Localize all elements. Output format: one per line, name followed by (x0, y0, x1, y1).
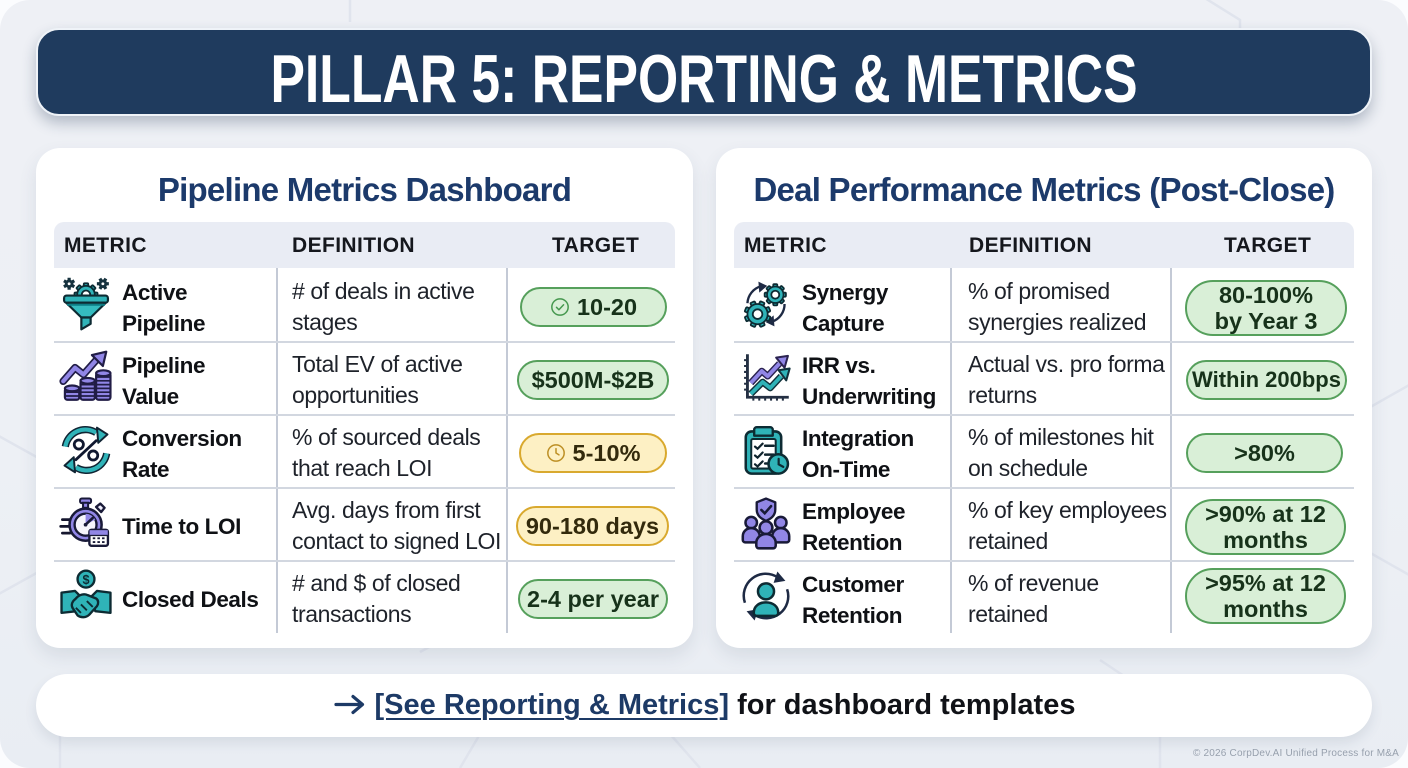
svg-text:$: $ (82, 573, 89, 587)
